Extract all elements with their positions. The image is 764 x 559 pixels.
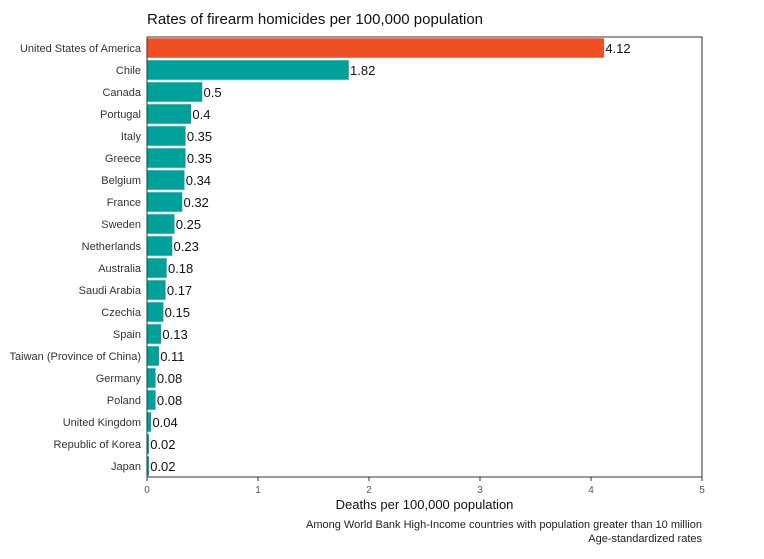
- bar: [146, 367, 157, 389]
- value-label: 0.11: [160, 349, 184, 364]
- category-label: Germany: [96, 373, 142, 385]
- category-label: Canada: [102, 87, 141, 99]
- value-label: 0.35: [187, 151, 212, 166]
- value-labels: 4.12 1.82 0.5 0.4 0.35 0.35 0.34 0.32 0.25 0.23 0.…: [150, 41, 630, 474]
- value-label: 0.08: [157, 371, 182, 386]
- footnote-population: Among World Bank High-Income countries w…: [306, 519, 702, 531]
- category-label: Italy: [121, 131, 142, 143]
- bar: [146, 235, 173, 257]
- bar: [146, 125, 187, 147]
- x-tick-label: 5: [699, 485, 705, 496]
- footnote-age-standardized: Age-standardized rates: [588, 533, 702, 545]
- bar: [146, 103, 192, 125]
- category-label: Poland: [107, 395, 141, 407]
- category-label: Spain: [113, 329, 141, 341]
- value-label: 0.02: [150, 437, 175, 452]
- chart-title: Rates of firearm homicides per 100,000 p…: [147, 11, 483, 28]
- value-label: 1.82: [350, 63, 375, 78]
- category-label: Greece: [105, 153, 141, 165]
- bar: [146, 301, 164, 323]
- value-label: 0.04: [152, 415, 177, 430]
- value-label: 4.12: [605, 41, 630, 56]
- category-label: United Kingdom: [63, 417, 141, 429]
- bar: [146, 81, 203, 103]
- bar: [146, 411, 152, 433]
- value-label: 0.34: [186, 173, 211, 188]
- category-label: Netherlands: [82, 241, 142, 253]
- x-tick-label: 2: [366, 485, 372, 496]
- bar: [146, 389, 157, 411]
- x-tick-label: 1: [255, 485, 261, 496]
- bar: [146, 37, 605, 59]
- x-axis-label: Deaths per 100,000 population: [336, 497, 514, 512]
- value-label: 0.4: [192, 107, 210, 122]
- value-label: 0.18: [168, 261, 193, 276]
- bar: [146, 169, 185, 191]
- category-label: Saudi Arabia: [79, 285, 142, 297]
- bar: [146, 323, 162, 345]
- value-label: 0.13: [162, 327, 187, 342]
- value-label: 0.35: [187, 129, 212, 144]
- value-label: 0.5: [204, 85, 222, 100]
- category-label: Republic of Korea: [54, 439, 142, 451]
- category-label: Chile: [116, 65, 141, 77]
- bar: [146, 59, 350, 81]
- category-label: Belgium: [101, 175, 141, 187]
- category-label: France: [107, 197, 141, 209]
- x-tick-label: 0: [144, 485, 150, 496]
- value-label: 0.25: [176, 217, 201, 232]
- value-label: 0.02: [150, 459, 175, 474]
- category-label: Sweden: [101, 219, 141, 231]
- bar: [146, 147, 187, 169]
- value-label: 0.08: [157, 393, 182, 408]
- value-label: 0.15: [165, 305, 190, 320]
- value-label: 0.23: [174, 239, 199, 254]
- bar: [146, 213, 175, 235]
- bar: [146, 279, 167, 301]
- value-label: 0.17: [167, 283, 192, 298]
- bar: [146, 257, 168, 279]
- bar: [146, 191, 183, 213]
- x-tick-label: 4: [588, 485, 594, 496]
- category-label: Portugal: [100, 109, 141, 121]
- bar: [146, 345, 160, 367]
- x-tick-label: 3: [477, 485, 483, 496]
- x-axis-ticks: 0 1 2 3 4 5: [144, 477, 705, 496]
- category-label: United States of America: [20, 43, 142, 55]
- value-label: 0.32: [184, 195, 209, 210]
- plot-frame: [146, 36, 703, 478]
- category-labels: United States of America Chile Canada Portu…: [10, 43, 142, 473]
- bars-group: [146, 37, 605, 477]
- category-label: Japan: [111, 461, 141, 473]
- category-label: Australia: [98, 263, 142, 275]
- category-label: Czechia: [101, 307, 142, 319]
- category-label: Taiwan (Province of China): [10, 351, 141, 363]
